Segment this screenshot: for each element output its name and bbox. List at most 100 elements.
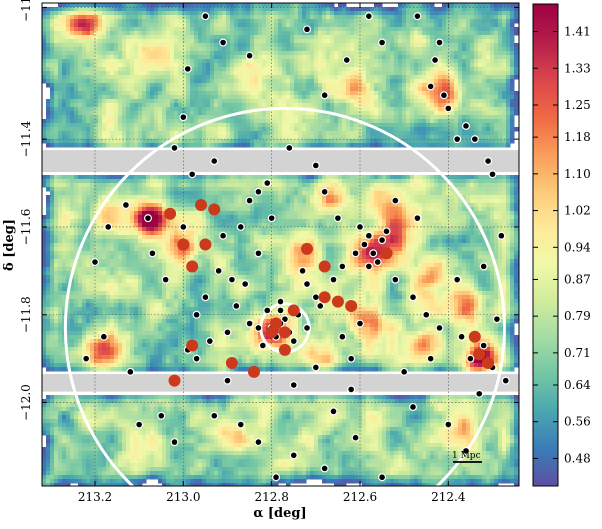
density-cell: [398, 63, 403, 68]
density-cell: [274, 183, 279, 188]
density-cell: [58, 11, 63, 16]
density-cell: [354, 127, 359, 132]
density-cell: [222, 111, 227, 116]
density-cell: [302, 99, 307, 104]
density-cell: [222, 195, 227, 200]
density-cell: [162, 79, 167, 84]
density-cell: [74, 187, 79, 192]
density-cell: [418, 67, 423, 72]
density-cell: [322, 11, 327, 16]
density-cell: [246, 123, 251, 128]
density-cell: [334, 11, 339, 16]
density-cell: [250, 143, 255, 148]
density-cell: [406, 83, 411, 88]
density-cell: [178, 195, 183, 200]
density-cell: [266, 87, 271, 92]
density-cell: [406, 63, 411, 68]
density-cell: [426, 123, 431, 128]
density-cell: [502, 111, 507, 116]
density-cell: [250, 95, 255, 100]
density-cell: [502, 195, 507, 200]
density-cell: [414, 3, 419, 8]
density-cell: [210, 7, 215, 12]
density-cell: [178, 187, 183, 192]
density-cell: [494, 179, 499, 184]
density-cell: [250, 119, 255, 124]
density-cell: [254, 139, 259, 144]
density-cell: [130, 187, 135, 192]
density-cell: [298, 127, 303, 132]
density-cell: [302, 91, 307, 96]
density-cell: [374, 63, 379, 68]
density-cell: [398, 59, 403, 64]
density-cell: [490, 187, 495, 192]
density-cell: [330, 79, 335, 84]
density-cell: [70, 7, 75, 12]
density-cell: [334, 183, 339, 188]
density-cell: [322, 195, 327, 200]
density-cell: [218, 179, 223, 184]
density-cell: [406, 175, 411, 180]
density-cell: [42, 127, 47, 132]
density-cell: [394, 119, 399, 124]
density-cell: [210, 95, 215, 100]
density-cell: [194, 99, 199, 104]
density-cell: [138, 143, 143, 148]
density-cell: [142, 115, 147, 120]
density-cell: [234, 7, 239, 12]
density-cell: [354, 79, 359, 84]
density-cell: [318, 95, 323, 100]
density-cell: [42, 139, 47, 144]
density-cell: [478, 19, 483, 24]
density-cell: [442, 131, 447, 136]
density-cell: [510, 71, 515, 76]
density-cell: [50, 103, 55, 108]
density-cell: [254, 99, 259, 104]
density-cell: [246, 59, 251, 64]
density-cell: [474, 179, 479, 184]
density-cell: [354, 75, 359, 80]
density-cell: [322, 43, 327, 48]
density-cell: [486, 83, 491, 88]
density-cell: [426, 91, 431, 96]
density-cell: [138, 47, 143, 52]
density-cell: [414, 183, 419, 188]
density-cell: [54, 107, 59, 112]
density-cell: [326, 115, 331, 120]
density-cell: [350, 175, 355, 180]
density-cell: [222, 143, 227, 148]
density-cell: [226, 99, 231, 104]
density-cell: [506, 191, 511, 196]
density-cell: [90, 71, 95, 76]
density-cell: [410, 59, 415, 64]
density-cell: [334, 179, 339, 184]
density-cell: [154, 39, 159, 44]
density-cell: [314, 111, 319, 116]
density-cell: [62, 131, 67, 136]
density-cell: [234, 59, 239, 64]
density-cell: [210, 179, 215, 184]
density-cell: [490, 67, 495, 72]
density-cell: [474, 35, 479, 40]
density-cell: [226, 83, 231, 88]
density-cell: [110, 31, 115, 36]
density-cell: [426, 103, 431, 108]
density-cell: [186, 191, 191, 196]
density-cell: [50, 183, 55, 188]
density-cell: [506, 119, 511, 124]
density-cell: [298, 43, 303, 48]
density-cell: [370, 31, 375, 36]
density-cell: [434, 11, 439, 16]
density-cell: [194, 87, 199, 92]
density-cell: [238, 191, 243, 196]
density-cell: [402, 27, 407, 32]
density-cell: [338, 43, 343, 48]
density-cell: [294, 75, 299, 80]
density-cell: [50, 83, 55, 88]
density-cell: [218, 47, 223, 52]
density-cell: [430, 127, 435, 132]
density-cell: [46, 131, 51, 136]
density-cell: [426, 15, 431, 20]
density-cell: [450, 195, 455, 200]
density-cell: [62, 3, 67, 8]
